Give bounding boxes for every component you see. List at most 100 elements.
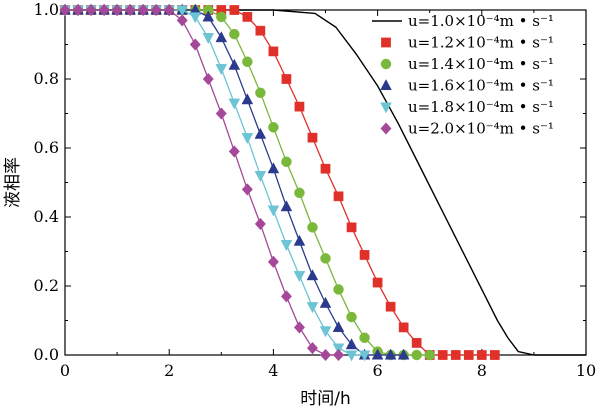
data-point	[397, 348, 410, 360]
data-point	[319, 296, 332, 308]
axis-ticks: 0 2 4 6 8 10 0.0 0.2 0.4 0.6 0.8 1.0	[34, 0, 597, 380]
data-point	[267, 255, 279, 269]
legend-marker	[381, 37, 391, 48]
legend-entry-1: u=1.0×10⁻⁴m • s⁻¹	[372, 12, 554, 30]
legend-marker	[380, 102, 392, 114]
legend-label: u=1.0×10⁻⁴m • s⁻¹	[408, 12, 554, 30]
legend-marker	[380, 79, 392, 91]
data-point	[294, 101, 305, 112]
series-3	[59, 4, 435, 361]
legend-marker	[380, 58, 392, 70]
data-point	[281, 156, 292, 168]
data-point	[255, 87, 266, 99]
data-point	[306, 269, 319, 281]
data-point	[346, 222, 357, 233]
data-point	[411, 338, 422, 348]
data-point	[476, 350, 487, 360]
data-point	[307, 132, 318, 143]
legend-label: u=1.8×10⁻⁴m • s⁻¹	[408, 98, 554, 116]
data-point	[202, 72, 214, 86]
series-6	[59, 3, 345, 362]
data-point	[202, 10, 215, 22]
data-point	[280, 200, 293, 212]
legend-entry-2: u=1.2×10⁻⁴m • s⁻¹	[381, 34, 554, 52]
x-tick-label: 10	[576, 361, 596, 380]
legend-label: u=1.2×10⁻⁴m • s⁻¹	[408, 34, 554, 52]
x-axis-title: 时间/h	[300, 389, 351, 409]
data-point	[254, 127, 267, 139]
data-point	[294, 187, 305, 199]
data-point	[228, 98, 241, 110]
data-point	[333, 191, 344, 202]
data-point	[359, 250, 370, 260]
data-point	[268, 122, 279, 133]
data-point	[215, 107, 227, 120]
data-point	[228, 58, 241, 70]
data-point	[241, 133, 254, 145]
legend: u=1.0×10⁻⁴m • s⁻¹ u=1.2×10⁻⁴m • s⁻¹ u=1.4×…	[372, 12, 554, 138]
legend-marker	[380, 122, 392, 135]
data-point	[215, 64, 228, 76]
data-point	[176, 14, 188, 27]
data-point	[176, 5, 189, 17]
series-line	[65, 9, 365, 356]
data-point	[241, 93, 254, 105]
data-point	[85, 3, 97, 17]
data-point	[319, 348, 332, 362]
data-point	[437, 350, 448, 360]
y-tick-label: 1.0	[34, 0, 59, 19]
y-axis-title: 液相率	[3, 157, 23, 208]
data-point	[306, 302, 319, 314]
data-point	[267, 205, 280, 217]
data-point	[137, 3, 149, 17]
data-point	[255, 25, 266, 36]
data-point	[228, 145, 240, 158]
data-point	[242, 56, 253, 67]
data-point	[293, 271, 306, 283]
data-point	[202, 33, 215, 45]
data-point	[320, 253, 331, 264]
data-point	[241, 183, 253, 196]
data-point	[306, 341, 319, 355]
legend-label: u=2.0×10⁻⁴m • s⁻¹	[408, 120, 554, 138]
series-line	[65, 9, 339, 356]
data-point	[124, 3, 136, 17]
data-point	[229, 5, 240, 15]
data-point	[163, 3, 175, 17]
data-point	[398, 322, 409, 333]
data-point	[358, 350, 371, 362]
data-point	[319, 326, 332, 338]
data-point	[372, 277, 383, 288]
legend-entry-4: u=1.6×10⁻⁴m • s⁻¹	[380, 77, 554, 95]
y-tick-label: 0.4	[34, 207, 59, 226]
legend-label: u=1.6×10⁻⁴m • s⁻¹	[408, 77, 554, 95]
data-point	[293, 234, 306, 246]
data-point	[280, 290, 292, 303]
data-point	[385, 301, 396, 312]
series-4	[59, 3, 410, 360]
data-point	[333, 284, 344, 295]
data-point	[463, 350, 474, 360]
data-point	[111, 3, 123, 17]
data-point	[424, 349, 435, 361]
data-point	[332, 320, 345, 332]
data-point	[320, 163, 331, 174]
data-point	[489, 350, 500, 360]
data-point	[216, 11, 227, 23]
data-point	[281, 74, 292, 84]
data-point	[411, 349, 422, 361]
legend-entry-6: u=2.0×10⁻⁴m • s⁻¹	[380, 120, 554, 138]
series-1	[65, 9, 586, 356]
y-tick-label: 0.8	[34, 69, 59, 88]
data-point	[254, 217, 266, 231]
data-point	[150, 3, 162, 17]
data-point	[98, 3, 110, 17]
data-point	[346, 311, 357, 323]
data-point	[359, 332, 370, 343]
y-tick-label: 0.2	[34, 276, 59, 295]
data-point	[345, 338, 358, 350]
x-tick-label: 4	[268, 361, 278, 380]
data-point	[371, 348, 384, 360]
data-point	[345, 350, 358, 362]
